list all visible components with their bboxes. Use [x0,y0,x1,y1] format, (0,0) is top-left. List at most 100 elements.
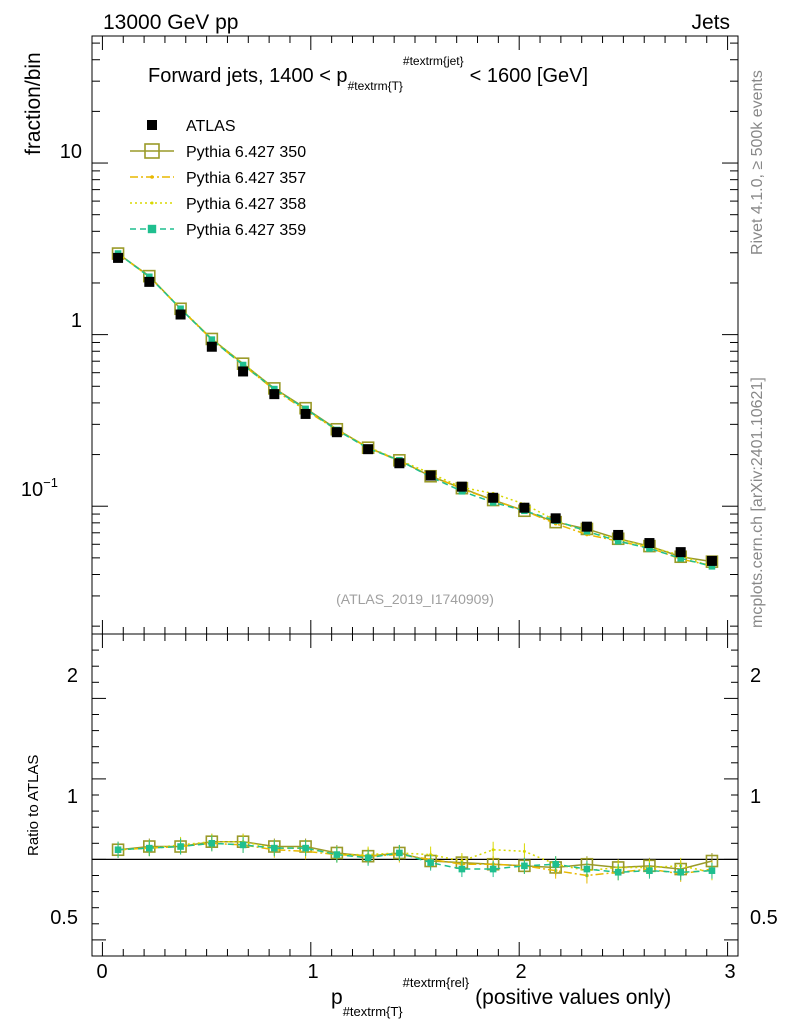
plot-title: Forward jets, 1400 < p#textrm{T}#textrm{… [148,54,588,93]
legend-label-0: ATLAS [186,118,236,135]
series-point-3 [646,545,653,552]
data-point [331,427,342,438]
ratio-point-3 [489,865,497,873]
data-point [519,502,530,513]
data-point [613,529,624,540]
ratio-tick-label-2: 2 [67,665,78,687]
x-tick-label-2: 2 [515,961,526,983]
data-point [456,481,467,492]
series-point-3 [208,336,216,343]
header-energy: 13000 GeV pp [103,11,238,34]
ratio-line-1 [118,842,713,877]
x-tick-label-3: 3 [724,961,735,983]
y-tick-label-10: 10 [60,141,82,163]
legend-marker-3 [150,201,154,205]
x-axis-label-sub: #textrm{T} [343,1004,404,1019]
ratio-point-3 [396,849,403,857]
plot-title-main: Forward jets, 1400 < p [148,65,348,87]
series-line-2 [117,252,713,568]
ratio-point-3 [521,862,528,870]
ratio-tick-label-0.5: 0.5 [50,907,78,929]
ratio-point-3 [271,844,278,852]
series-point-3 [271,385,278,393]
ratio-point-3 [302,844,309,852]
series-point-3 [708,563,716,570]
series-point-3 [302,405,309,413]
ratio-point-3 [208,840,216,847]
data-point [644,538,655,549]
data-point [113,252,124,263]
ratio-point-3 [583,865,591,873]
data-point [425,470,436,481]
plot-title-sup: #textrm{jet} [403,54,464,68]
y-tick-label-0.1: 10−1 [21,475,58,501]
data-point [550,513,561,524]
ratio-y-axis-label: Ratio to ATLAS [25,755,42,856]
series-line-3 [117,252,713,568]
series-line-1 [117,252,713,567]
mcplots-label: mcplots.cern.ch [arXiv:2401.10621] [749,377,766,628]
ratio-point-3 [364,854,372,862]
x-axis-label: p#textrm{T} #textrm{rel} (positive values … [331,975,671,1019]
x-axis-label-main: p [331,986,343,1009]
ratio-tick-label-1-right: 1 [750,786,761,808]
legend-label-3: Pythia 6.427 358 [186,196,306,213]
ratio-point-3 [552,860,559,868]
y-tick-label-1: 1 [71,310,82,332]
ratio-point-3 [646,867,653,874]
analysis-tag: (ATLAS_2019_I1740909) [336,591,494,607]
y-axis-label: fraction/bin [22,52,45,155]
data-point [488,492,499,503]
legend-marker-2 [150,175,154,179]
ratio-point-2 [491,848,495,852]
ratio-point-3 [614,868,622,876]
data-point [206,341,217,352]
data-point [363,444,374,455]
x-axis-label-tail: (positive values only) [475,986,671,1009]
ratio-tick-label-2-right: 2 [750,665,761,687]
legend-marker-1 [144,143,160,159]
series-point-3 [614,537,622,545]
series-point-3 [146,273,153,281]
ratio-point-3 [427,859,434,866]
ratio-point-3 [177,843,184,850]
series-point-3 [239,361,247,369]
data-point [675,547,686,558]
ratio-point-3 [333,851,341,858]
ratio-tick-label-1: 1 [67,786,78,808]
rivet-version-label: Rivet 4.1.0, ≥ 500k events [749,70,766,255]
header-category: Jets [691,11,730,34]
data-point [238,366,249,377]
data-point [144,276,155,287]
y-tick-label-0.1-exp: −1 [43,475,58,490]
x-tick-label-1: 1 [307,961,318,983]
ratio-point-3 [458,865,466,873]
ratio-point-3 [708,867,716,874]
series-point-3 [177,305,184,313]
data-point [706,555,717,566]
ratio-point-2 [460,859,464,863]
data-point [581,521,592,532]
data-point [175,309,186,320]
data-point [394,458,405,469]
ratio-line-0 [117,840,713,870]
plot-title-sub: #textrm{T} [348,79,403,93]
data-point [269,389,280,400]
data-point [300,408,311,419]
plot-title-tail: < 1600 [GeV] [470,65,588,87]
y-tick-label-0.1-base: 10 [21,479,43,501]
ratio-point-3 [239,841,247,849]
legend-label-2: Pythia 6.427 357 [186,170,306,187]
ratio-panel-frame [91,633,739,957]
ratio-point-3 [146,844,153,852]
series-point-3 [677,555,684,562]
legend-label-4: Pythia 6.427 359 [186,222,306,239]
legend-marker-data [147,120,157,130]
x-tick-label-0: 0 [96,961,107,983]
ratio-point-2 [522,849,526,853]
legend-marker-4 [147,224,157,234]
ratio-point-3 [114,846,122,854]
ratio-point-3 [677,868,684,876]
ratio-point-2 [429,853,433,857]
